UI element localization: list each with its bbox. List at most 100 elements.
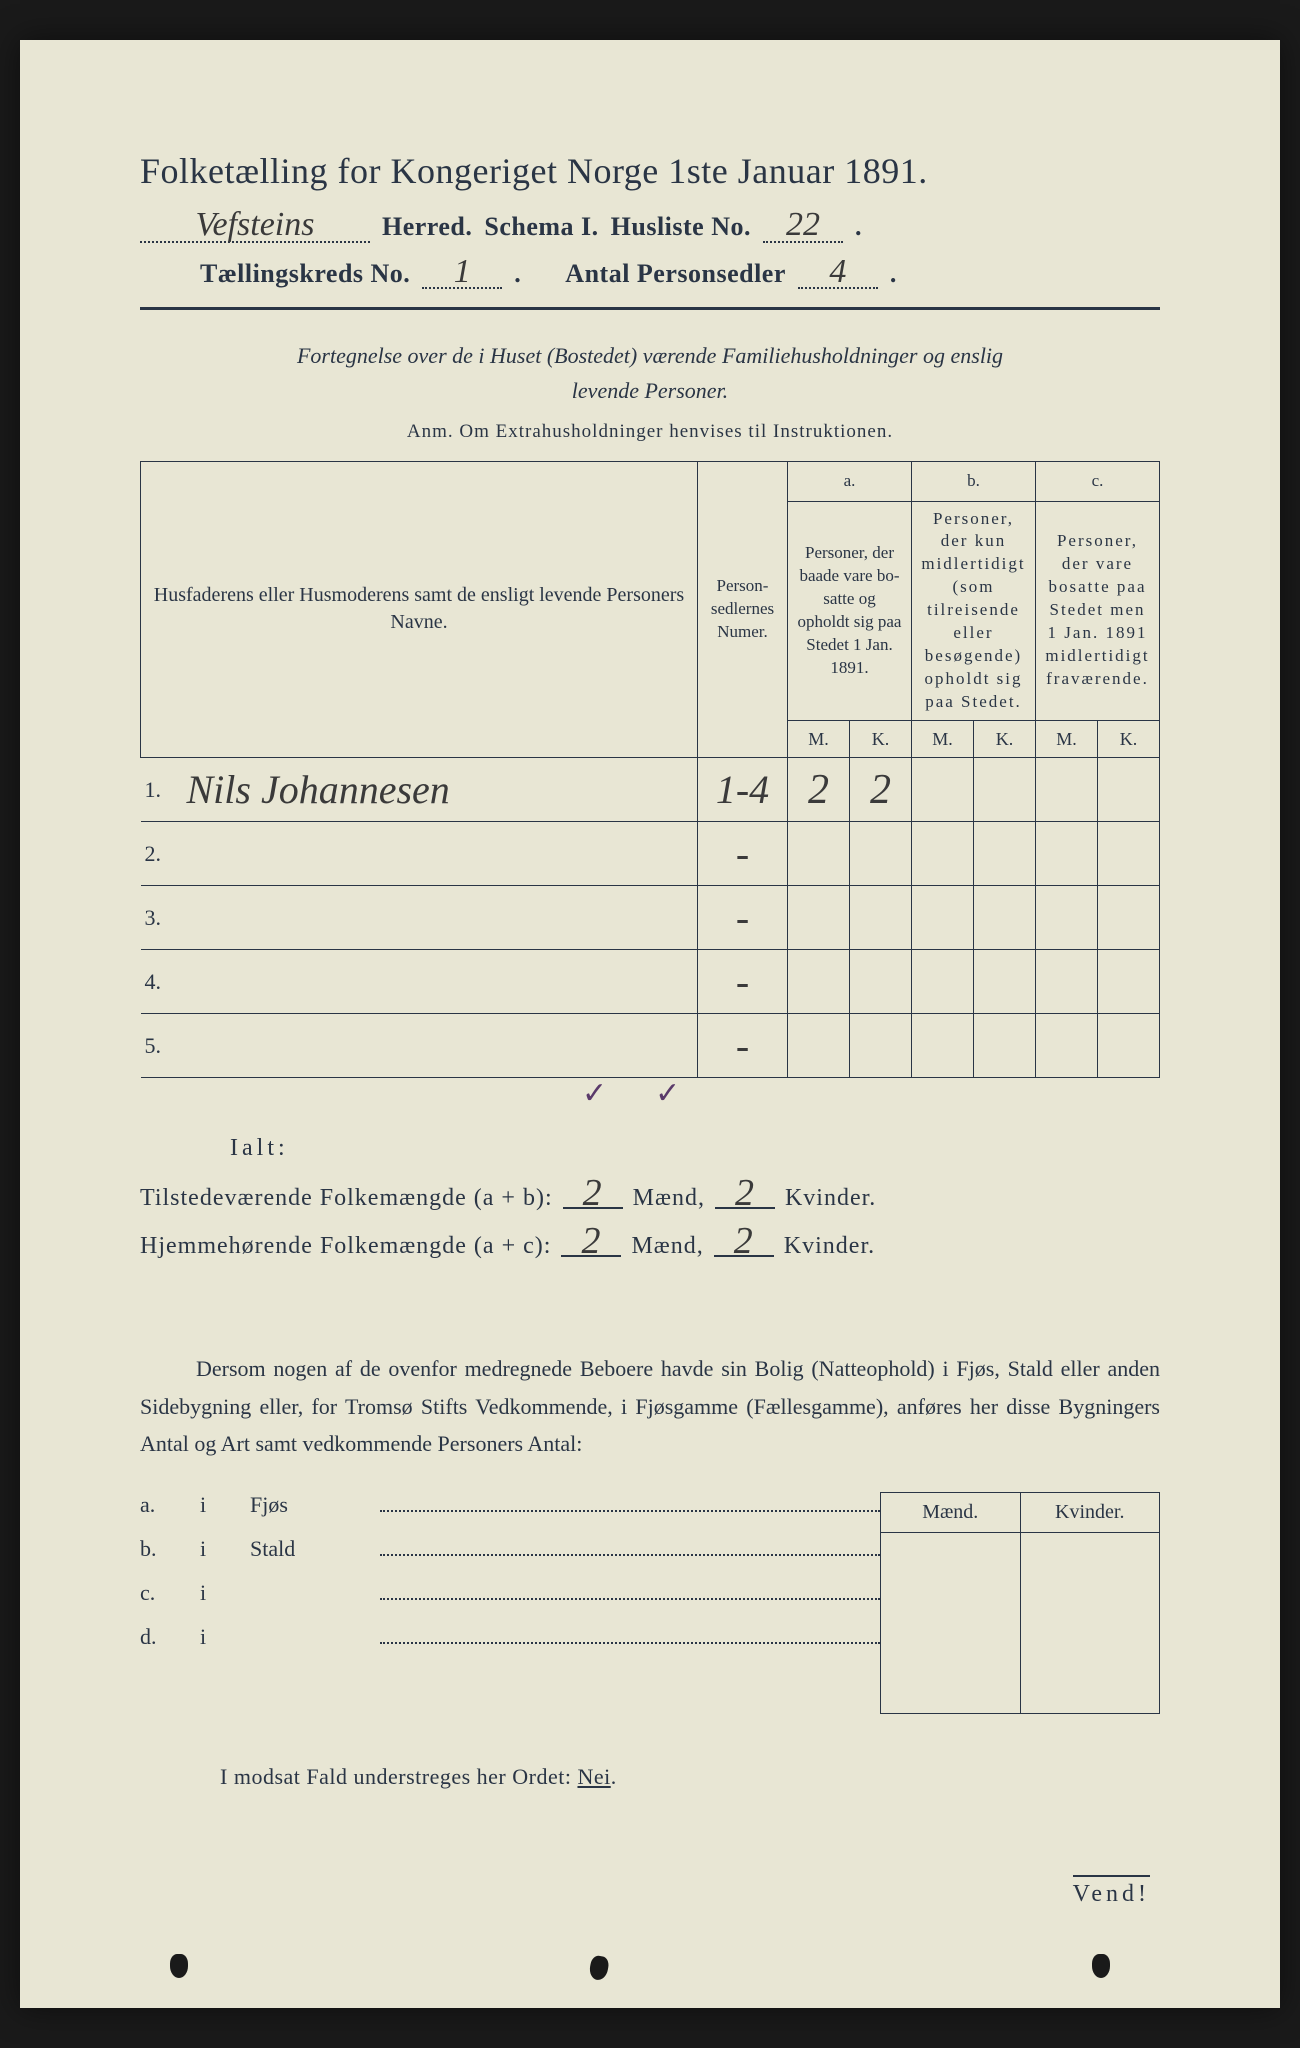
row-number: 5. (141, 1014, 179, 1078)
building-row: a.iFjøs (140, 1492, 880, 1518)
sum2-pre: Hjemmehørende Folkemængde (a + c): (140, 1233, 551, 1260)
col-a-top: a. (788, 461, 912, 501)
husliste-value: 22 (763, 210, 843, 243)
totals-block: Ialt: Tilstedeværende Folkemængde (a + b… (140, 1135, 1160, 1260)
person-numbers: - (698, 950, 788, 1014)
period-1: . (855, 212, 862, 242)
b-m-cell (912, 950, 974, 1014)
b-m-cell (912, 1014, 974, 1078)
row-letter: d. (140, 1624, 200, 1650)
row-number: 4. (141, 950, 179, 1014)
c-k: K. (1098, 720, 1160, 757)
c-m-cell (1036, 822, 1098, 886)
b-k: K. (974, 720, 1036, 757)
nei-line: I modsat Fald understreges her Ordet: Ne… (140, 1764, 1160, 1790)
herred-value: Vefsteins (140, 210, 370, 243)
census-table: Husfaderens eller Husmode­rens samt de e… (140, 461, 1160, 1079)
a-k-cell (850, 950, 912, 1014)
a-m-cell (788, 822, 850, 886)
building-row: d.i (140, 1624, 880, 1650)
c-k-cell (1098, 886, 1160, 950)
b-m-cell (912, 886, 974, 950)
b-k-cell (974, 950, 1036, 1014)
sum2-mid: Mænd, (631, 1233, 703, 1260)
building-row: c.i (140, 1580, 880, 1606)
lr-body-m (881, 1533, 1021, 1713)
c-m-cell (1036, 758, 1098, 822)
kreds-label: Tællingskreds No. (200, 259, 410, 289)
lr-body-k (1021, 1533, 1160, 1713)
header-line-2: Tællingskreds No. 1 . Antal Personsedler… (200, 257, 1160, 290)
person-name (179, 950, 698, 1014)
tick-1: ✓ (582, 1076, 607, 1111)
antal-label: Antal Personsedler (565, 259, 786, 289)
table-body: 1.Nils Johannesen1-4222.-3.-4.-5.- (141, 758, 1160, 1078)
table-row: 5. - (141, 1014, 1160, 1078)
a-m-cell: 2 (788, 758, 850, 822)
husliste-label: Husliste No. (611, 212, 751, 242)
page-damage (1092, 1954, 1110, 1978)
c-k-cell (1098, 1014, 1160, 1078)
nei-word: Nei (577, 1764, 610, 1789)
subtitle-line1: Fortegnelse over de i Huset (Bostedet) v… (297, 343, 1003, 368)
tick-marks: ✓ ✓ (140, 1076, 1160, 1111)
table-row: 4. - (141, 950, 1160, 1014)
c-k-cell (1098, 822, 1160, 886)
row-i: i (200, 1624, 250, 1650)
person-numbers: - (698, 886, 788, 950)
subtitle: Fortegnelse over de i Huset (Bostedet) v… (140, 338, 1160, 408)
col-num-header: Person­sedler­nes Numer. (698, 461, 788, 758)
col-a-header: Personer, der baade vare bo­satte og oph… (788, 501, 912, 720)
building-name: Stald (250, 1536, 380, 1562)
dotted-fill (380, 1642, 880, 1644)
row-i: i (200, 1580, 250, 1606)
table-row: 2. - (141, 822, 1160, 886)
page-damage (588, 1955, 610, 1982)
sum1-mid: Mænd, (633, 1185, 705, 1212)
person-numbers: - (698, 1014, 788, 1078)
header-line-1: Vefsteins Herred. Schema I. Husliste No.… (140, 210, 1160, 243)
sumline-present: Tilstedeværende Folkemængde (a + b): 2 M… (140, 1180, 1160, 1212)
sum2-m: 2 (561, 1228, 621, 1257)
c-m-cell (1036, 950, 1098, 1014)
row-number: 1. (141, 758, 179, 822)
person-name (179, 886, 698, 950)
page-title: Folketælling for Kongeriget Norge 1ste J… (140, 150, 1160, 192)
b-k-cell (974, 886, 1036, 950)
b-m-cell (912, 822, 974, 886)
sum1-pre: Tilstedeværende Folkemængde (a + b): (140, 1185, 553, 1212)
lr-body (881, 1533, 1159, 1713)
sum1-m: 2 (563, 1180, 623, 1209)
a-m-cell (788, 1014, 850, 1078)
a-k: K. (850, 720, 912, 757)
b-k-cell (974, 758, 1036, 822)
period-3: . (890, 259, 897, 289)
header-rule (140, 307, 1160, 310)
row-letter: c. (140, 1580, 200, 1606)
sumline-home: Hjemmehørende Folkemængde (a + c): 2 Mæn… (140, 1228, 1160, 1260)
kreds-value: 1 (422, 257, 502, 290)
a-k-cell (850, 1014, 912, 1078)
col-b-header: Personer, der kun midler­tidigt (som til… (912, 501, 1036, 720)
row-number: 2. (141, 822, 179, 886)
col-c-header: Personer, der vare bosatte paa Stedet me… (1036, 501, 1160, 720)
row-i: i (200, 1536, 250, 1562)
row-letter: b. (140, 1536, 200, 1562)
a-m-cell (788, 886, 850, 950)
sum1-end: Kvinder. (785, 1185, 876, 1212)
dotted-fill (380, 1598, 880, 1600)
vend-label: Vend! (1073, 1875, 1150, 1908)
lower-section: a.iFjøsb.iStaldc.id.i Mænd. Kvinder. (140, 1492, 1160, 1714)
table-row: 3.- (141, 886, 1160, 950)
schema-label: Schema I. (484, 212, 598, 242)
herred-label: Herred. (382, 212, 472, 242)
sum1-k: 2 (715, 1180, 775, 1209)
person-name (179, 822, 698, 886)
c-m-cell (1036, 1014, 1098, 1078)
person-name: Nils Johannesen (179, 758, 698, 822)
person-numbers: - (698, 822, 788, 886)
table-row: 1.Nils Johannesen1-422 (141, 758, 1160, 822)
col-c-top: c. (1036, 461, 1160, 501)
col-name-header: Husfaderens eller Husmode­rens samt de e… (141, 461, 698, 758)
a-k-cell (850, 822, 912, 886)
